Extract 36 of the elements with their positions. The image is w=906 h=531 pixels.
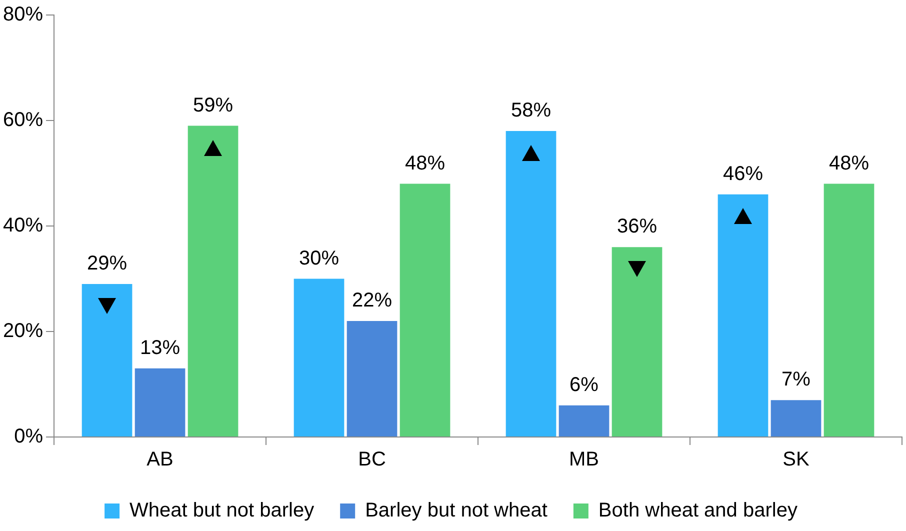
bar	[824, 184, 874, 436]
data-label: 48%	[828, 152, 870, 174]
legend-label: Barley but not wheat	[365, 500, 548, 522]
x-tick-label: BC	[358, 448, 386, 471]
data-label: 7%	[782, 368, 811, 391]
y-tick-label: 20%	[3, 320, 44, 342]
x-tick-label: AB	[146, 448, 174, 471]
data-label: 48%	[405, 152, 446, 174]
x-tick-label: SK	[782, 448, 810, 471]
y-tick-label: 0%	[14, 426, 44, 448]
bar	[134, 368, 186, 436]
legend-label: Both wheat and barley	[598, 500, 798, 522]
y-tick-label: 40%	[3, 214, 44, 237]
data-label: 46%	[722, 162, 764, 185]
bar	[770, 400, 822, 436]
data-label: 58%	[510, 100, 552, 122]
bar	[294, 278, 344, 436]
bar	[718, 194, 768, 436]
y-tick-label: 80%	[3, 4, 44, 26]
data-label: 29%	[87, 252, 128, 275]
data-label: 30%	[299, 247, 340, 270]
data-label: 22%	[352, 289, 392, 312]
legend-label: Wheat but not barley	[130, 500, 314, 522]
bar	[188, 126, 238, 436]
x-tick-label: MB	[569, 448, 600, 471]
bar	[612, 247, 662, 436]
bar	[346, 320, 398, 436]
bar	[558, 405, 610, 436]
bar	[82, 284, 132, 436]
data-label: 6%	[570, 374, 599, 396]
data-label: 59%	[193, 94, 234, 116]
data-label: 13%	[140, 336, 180, 359]
bar	[506, 131, 556, 436]
y-tick-label: 60%	[3, 109, 44, 132]
data-label: 36%	[616, 216, 658, 238]
bar	[400, 184, 450, 436]
